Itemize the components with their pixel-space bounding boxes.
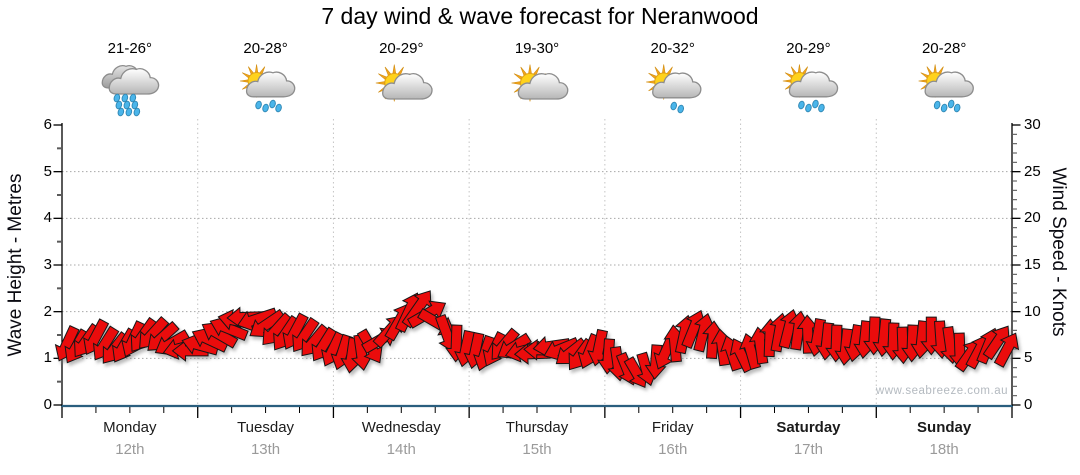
- temp-range: 19-30°: [514, 40, 560, 57]
- left-axis-tick-label: 6: [43, 116, 52, 133]
- temp-range: 20-29°: [379, 40, 424, 57]
- right-axis-tick-label: 20: [1024, 209, 1041, 227]
- weather-icon-sun-cloud-rain: [239, 64, 296, 113]
- right-axis-tick-label: 0: [1024, 396, 1033, 413]
- chart-title: 7 day wind & wave forecast for Neranwood: [321, 3, 759, 29]
- axes: [53, 123, 1021, 418]
- left-axis-tick-label: 3: [43, 256, 52, 273]
- left-axis-tick-label: 0: [43, 396, 52, 413]
- left-axis-tick-label: 4: [43, 209, 52, 227]
- x-axis-date-label: 14th: [386, 441, 416, 458]
- temp-range: 20-32°: [650, 40, 695, 57]
- x-axis-day-label: Monday: [103, 419, 157, 436]
- temp-range: 21-26°: [107, 40, 153, 57]
- x-axis-day-label: Sunday: [917, 419, 972, 436]
- x-axis-day-label: Thursday: [505, 419, 569, 436]
- weather-icon-sun-cloud-rain: [918, 64, 974, 113]
- wind-arrow: [993, 332, 1020, 368]
- x-axis-date-label: 17th: [793, 441, 824, 458]
- gridlines: [62, 119, 1012, 405]
- x-axis-date-label: 15th: [522, 441, 552, 458]
- right-axis-tick-label: 10: [1024, 302, 1041, 320]
- weather-icon-sun-cloud-light-rain: [646, 64, 702, 114]
- weather-icon-sun-cloud: [375, 64, 433, 102]
- x-axis-date-label: 18th: [929, 441, 959, 458]
- temp-range: 20-29°: [786, 40, 831, 57]
- weather-icon-sun-cloud: [511, 64, 569, 102]
- temp-range: 20-28°: [243, 40, 288, 57]
- x-axis-day-label: Friday: [651, 419, 694, 436]
- right-axis-tick-label: 25: [1024, 162, 1041, 180]
- x-axis-day-label: Saturday: [776, 419, 841, 436]
- x-axis-date-label: 12th: [115, 441, 145, 458]
- x-axis-date-label: 16th: [658, 441, 688, 458]
- right-axis-tick-label: 15: [1024, 256, 1041, 273]
- watermark: www.seabreeze.com.au: [875, 385, 1008, 397]
- weather-icon-sun-cloud-rain: [782, 64, 839, 113]
- left-axis-tick-label: 2: [43, 302, 52, 320]
- temp-range: 20-28°: [921, 40, 967, 57]
- x-axis-day-label: Wednesday: [361, 419, 441, 436]
- right-axis-tick-label: 30: [1024, 116, 1041, 133]
- left-axis-tick-label: 5: [43, 162, 52, 180]
- wind-arrow-series: [54, 290, 1020, 389]
- x-axis-day-label: Tuesday: [237, 419, 295, 436]
- x-axis-date-label: 13th: [250, 441, 281, 458]
- right-axis-tick-label: 5: [1024, 349, 1033, 367]
- left-axis-tick-label: 1: [43, 349, 52, 367]
- weather-icon-rain: [101, 65, 160, 117]
